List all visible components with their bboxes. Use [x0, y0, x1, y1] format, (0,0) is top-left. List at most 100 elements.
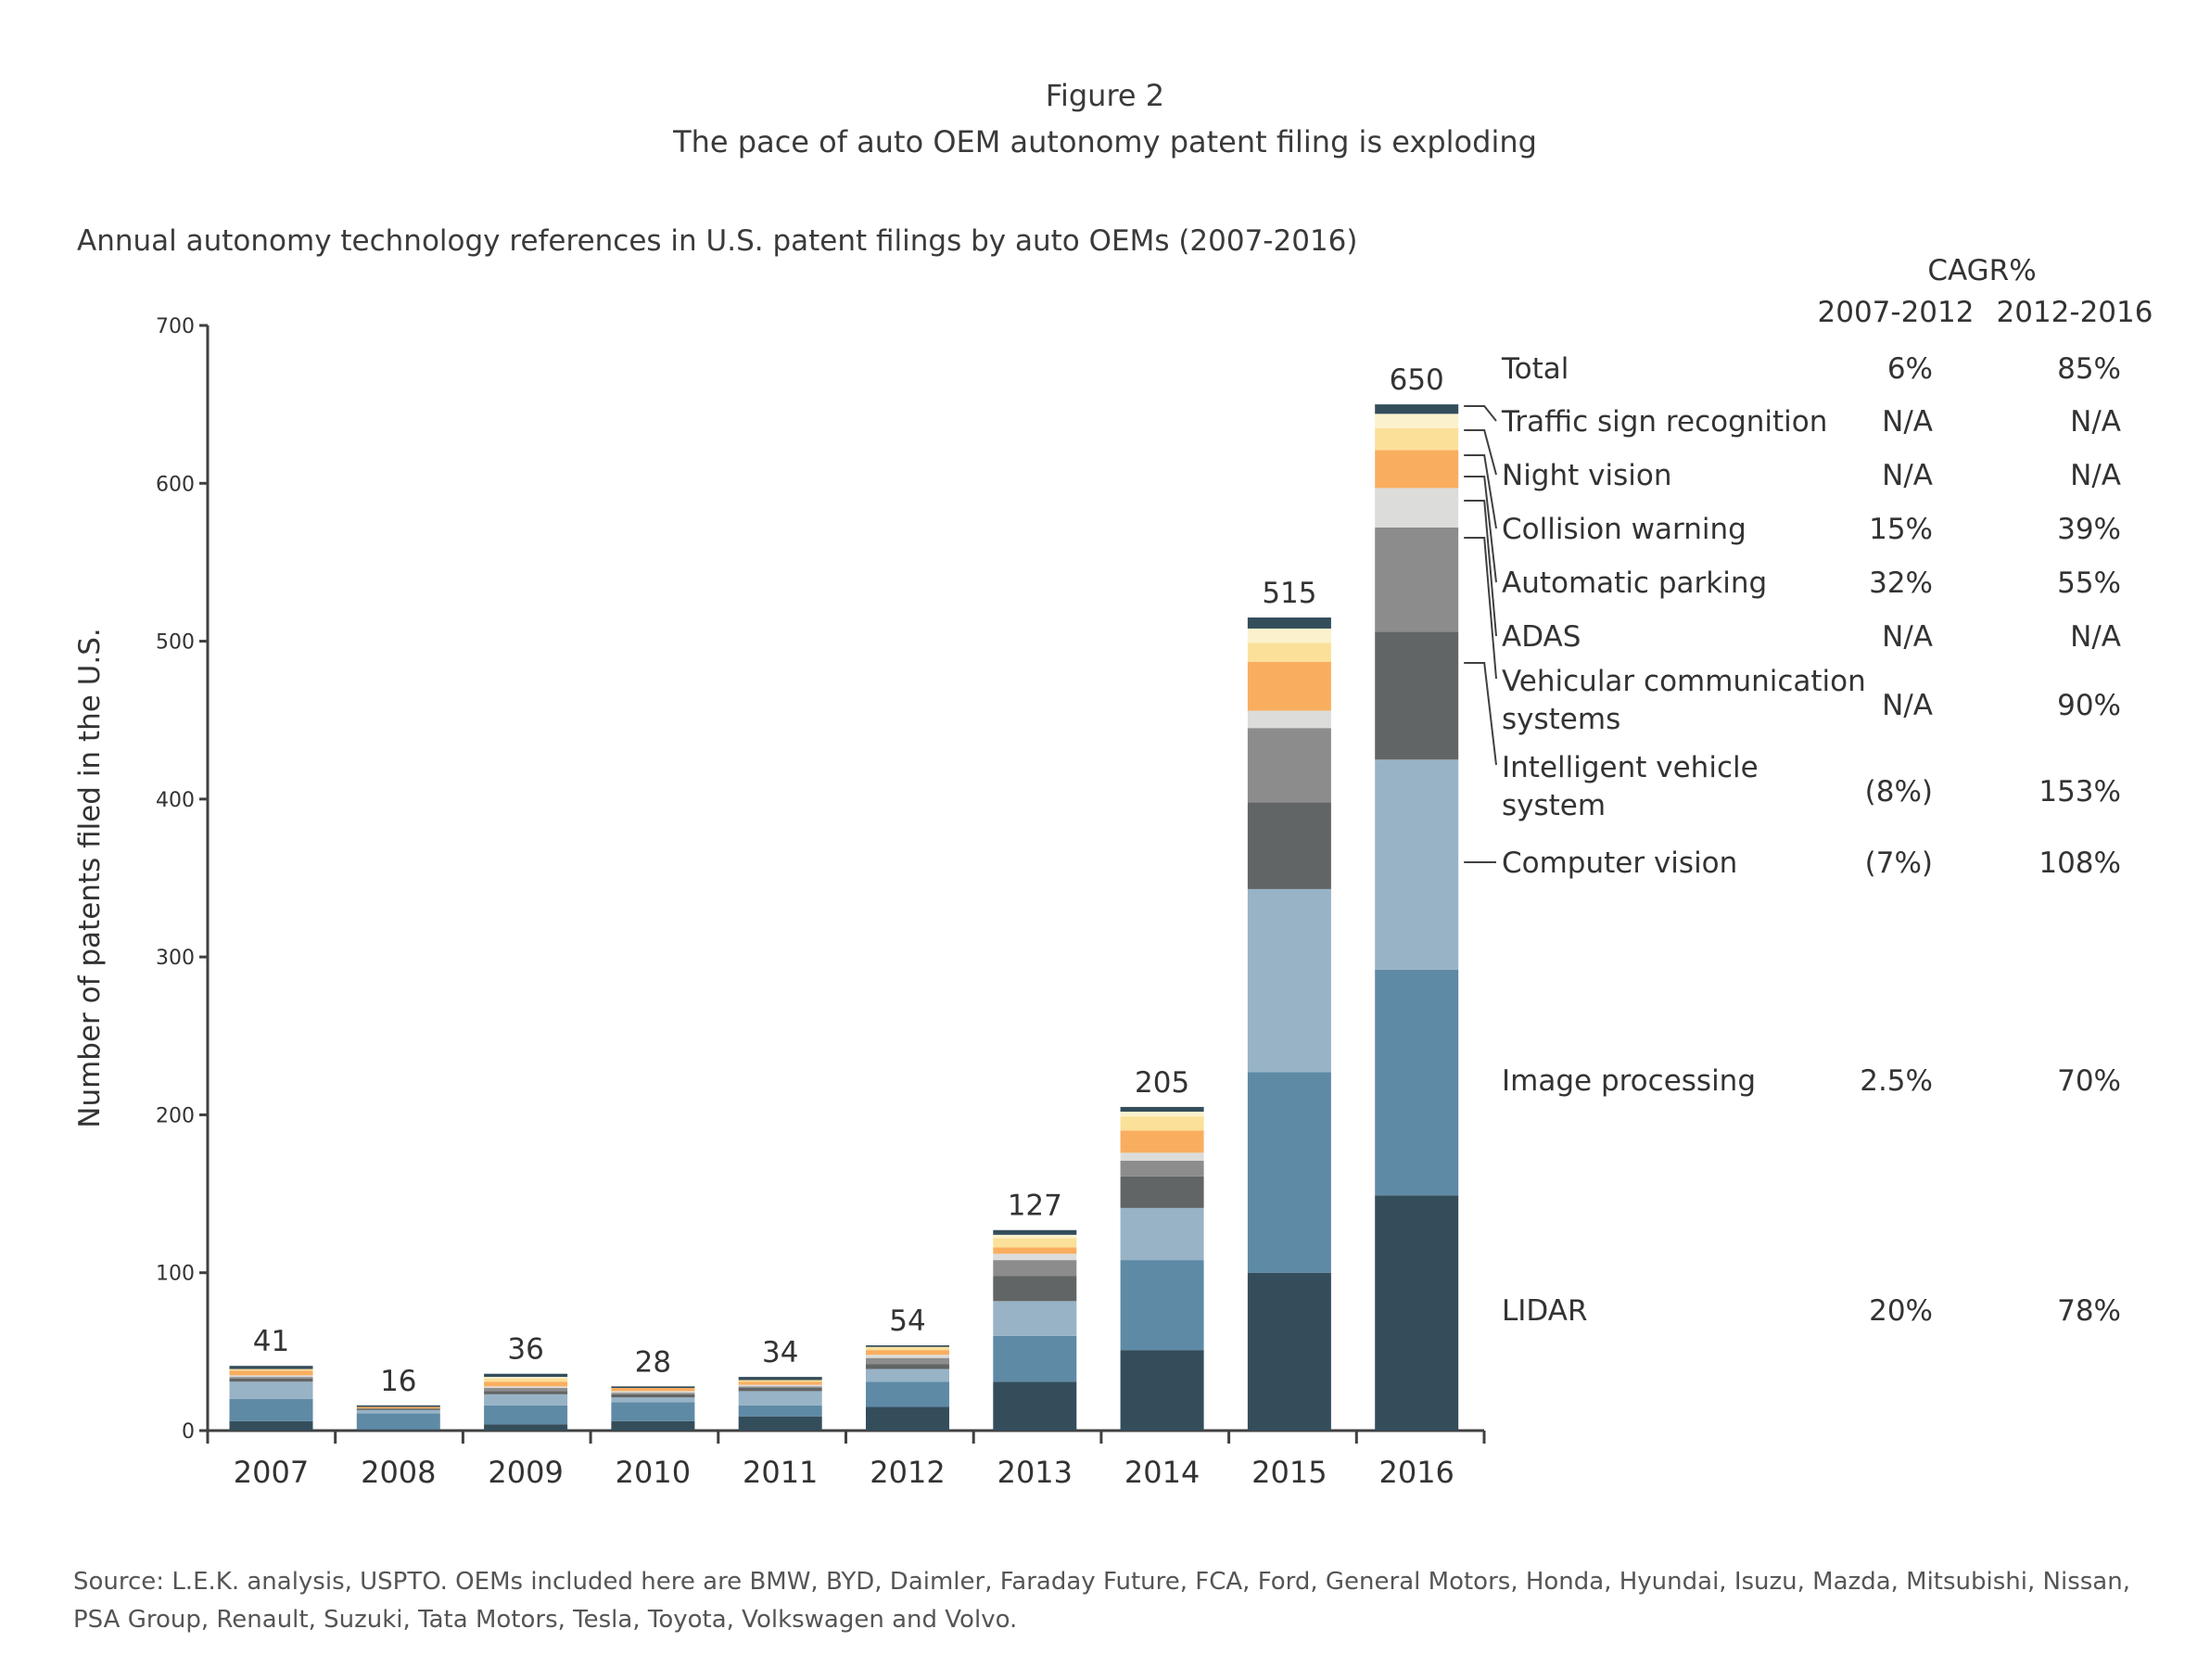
bar-total-label: 54: [889, 1305, 925, 1338]
x-axis: 2007 2008 2009 2010 2011 2012 2013 2014 2015 2016: [206, 1429, 1486, 1490]
bar-segment: [611, 1402, 695, 1421]
bar-segment: [229, 1370, 313, 1376]
legend-label: ADAS: [1502, 620, 1581, 654]
bar-segment: [1375, 450, 1459, 489]
cagr-value-2012-2016: 85%: [2057, 352, 2121, 386]
legend-leader-line: [1464, 662, 1497, 766]
bar-segment: [1247, 888, 1331, 1073]
bar-segment: [866, 1350, 949, 1355]
bar-total-labels: 41 16 36 28 34 54 127 205 515 650: [253, 363, 1444, 1398]
bar-segment: [866, 1345, 949, 1347]
bar-segment: [484, 1378, 568, 1382]
bar-segment: [1247, 1272, 1331, 1431]
x-tick-label: 2007: [234, 1455, 309, 1490]
bar-segment: [738, 1384, 822, 1387]
legend-label: Collision warning: [1502, 513, 1746, 546]
legend-label: Intelligent vehicle system: [1502, 751, 1759, 822]
bar-total-label: 650: [1390, 363, 1444, 397]
x-tick-label: 2009: [488, 1455, 563, 1490]
bar-segment: [484, 1405, 568, 1425]
bar-segment: [356, 1405, 440, 1407]
cagr-table: CAGR% 2007-2012 2012-2016 6% 85% N/A N/A N/A N/A…: [1818, 254, 2153, 1328]
bar-segment: [738, 1405, 822, 1417]
legend-label: Vehicular communication systems: [1502, 665, 1866, 736]
source-note: Source: L.E.K. analysis, USPTO. OEMs inc…: [73, 1568, 2130, 1634]
cagr-col2-header: 2012-2016: [1997, 296, 2153, 329]
bar-segment: [1375, 414, 1459, 428]
series-legend: Total Traffic sign recognition Night visio…: [1464, 352, 1866, 1328]
bar-segment: [229, 1375, 313, 1378]
bar-segment: [1120, 1106, 1204, 1113]
bar-segment: [356, 1413, 440, 1430]
bar-segment: [738, 1388, 822, 1392]
bar-segment: [611, 1420, 695, 1431]
bar-segment: [993, 1247, 1077, 1254]
bar-segment: [993, 1301, 1077, 1336]
bar-segment: [1375, 527, 1459, 632]
bar-segment: [1375, 404, 1459, 414]
bar-segment: [356, 1406, 440, 1409]
chart-subtitle: Annual autonomy technology references in…: [77, 224, 1358, 258]
y-axis-label: Number of patents filed in the U.S.: [73, 628, 107, 1128]
cagr-value-2007-2012: 32%: [1869, 566, 1933, 600]
cagr-value-2012-2016: 78%: [2057, 1294, 2121, 1328]
legend-leader-line: [1464, 454, 1497, 529]
y-tick-label: 100: [156, 1263, 195, 1286]
bar-segment: [993, 1260, 1077, 1277]
bar-segment: [1120, 1260, 1204, 1351]
bar-segment: [738, 1381, 822, 1385]
cagr-value-2012-2016: 55%: [2057, 566, 2121, 600]
bar-segment: [866, 1406, 949, 1431]
bar-segment: [229, 1377, 313, 1379]
figure-number: Figure 2: [1045, 78, 1165, 113]
cagr-value-2007-2012: (7%): [1865, 846, 1933, 880]
bar-segment: [1120, 1350, 1204, 1431]
legend-leader-line: [1464, 405, 1497, 422]
bar-total-label: 515: [1262, 577, 1316, 610]
legend-label: LIDAR: [1502, 1294, 1588, 1328]
bar-segment: [1375, 759, 1459, 970]
bar-segment: [1120, 1207, 1204, 1261]
legend-label: Night vision: [1502, 459, 1671, 492]
y-tick-label: 600: [156, 473, 195, 496]
bar-segment: [1247, 643, 1331, 662]
legend-leader-line: [1464, 500, 1497, 637]
cagr-value-2007-2012: (8%): [1865, 775, 1933, 808]
y-tick-label: 0: [182, 1420, 195, 1444]
cagr-value-2007-2012: N/A: [1882, 459, 1933, 492]
cagr-value-2012-2016: N/A: [2070, 620, 2121, 654]
y-tick-label: 400: [156, 789, 195, 812]
bar-segment: [993, 1229, 1077, 1235]
legend-leader-line: [1464, 476, 1497, 583]
bar-segment: [993, 1238, 1077, 1248]
bar-segment: [993, 1335, 1077, 1382]
legend-label: Image processing: [1502, 1064, 1756, 1098]
x-tick-label: 2013: [997, 1455, 1073, 1490]
x-tick-label: 2012: [870, 1455, 945, 1490]
bar-segment: [738, 1377, 822, 1381]
bar-segment: [1375, 427, 1459, 451]
legend-leader-line: [1464, 429, 1497, 476]
bar-segment: [229, 1420, 313, 1431]
bar-segment: [1247, 1072, 1331, 1273]
bar-segment: [484, 1373, 568, 1378]
x-tick-label: 2011: [743, 1455, 818, 1490]
bar-segment: [229, 1381, 313, 1399]
figure-heading: Figure 2 The pace of auto OEM autonomy p…: [0, 72, 2210, 165]
y-tick-label: 700: [156, 315, 195, 338]
bar-total-label: 205: [1135, 1066, 1189, 1100]
bar-segment: [993, 1254, 1077, 1261]
bar-segment: [1375, 1195, 1459, 1431]
cagr-title: CAGR%: [1927, 254, 2036, 287]
bar-total-label: 127: [1008, 1190, 1062, 1223]
bar-segment: [229, 1368, 313, 1371]
bar-segment: [1120, 1152, 1204, 1161]
bar-segment: [738, 1386, 822, 1389]
cagr-value-2012-2016: 39%: [2057, 513, 2121, 546]
bar-segment: [866, 1357, 949, 1365]
y-axis: 0 100 200 300 400 500 600 700 Number of patents …: [73, 315, 210, 1444]
bar-segment: [611, 1397, 695, 1403]
bar-segment: [229, 1366, 313, 1369]
bar-segment: [1120, 1160, 1204, 1177]
bar-segment: [484, 1388, 568, 1392]
